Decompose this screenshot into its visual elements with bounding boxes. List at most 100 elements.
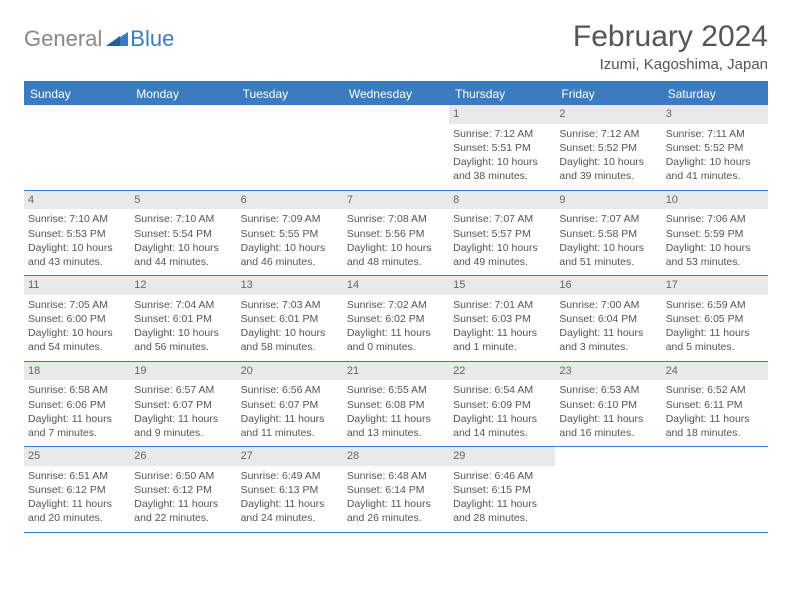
daylight-text: Daylight: 11 hours and 24 minutes. (241, 497, 339, 525)
day-number: 14 (343, 276, 449, 295)
day-number: 27 (237, 447, 343, 466)
daylight-text: Daylight: 10 hours and 39 minutes. (559, 155, 657, 183)
sunset-text: Sunset: 6:12 PM (134, 483, 232, 497)
day-number: 11 (24, 276, 130, 295)
day-cell (130, 105, 236, 190)
day-number: 29 (449, 447, 555, 466)
daylight-text: Daylight: 11 hours and 9 minutes. (134, 412, 232, 440)
daylight-text: Daylight: 11 hours and 5 minutes. (666, 326, 764, 354)
day-number: 22 (449, 362, 555, 381)
day-header-sun: Sunday (24, 83, 130, 105)
page-header: General Blue February 2024 Izumi, Kagosh… (24, 20, 768, 73)
sunrise-text: Sunrise: 7:07 AM (559, 212, 657, 226)
day-cell: 21Sunrise: 6:55 AMSunset: 6:08 PMDayligh… (343, 362, 449, 447)
sunrise-text: Sunrise: 6:46 AM (453, 469, 551, 483)
day-number: 20 (237, 362, 343, 381)
day-header-wed: Wednesday (343, 83, 449, 105)
sunrise-text: Sunrise: 7:12 AM (453, 127, 551, 141)
day-cell (24, 105, 130, 190)
day-number: 18 (24, 362, 130, 381)
day-number: 19 (130, 362, 236, 381)
sunrise-text: Sunrise: 7:06 AM (666, 212, 764, 226)
day-cell: 25Sunrise: 6:51 AMSunset: 6:12 PMDayligh… (24, 447, 130, 532)
sunset-text: Sunset: 5:51 PM (453, 141, 551, 155)
sunrise-text: Sunrise: 6:49 AM (241, 469, 339, 483)
sunset-text: Sunset: 5:53 PM (28, 227, 126, 241)
daylight-text: Daylight: 11 hours and 22 minutes. (134, 497, 232, 525)
day-header-row: Sunday Monday Tuesday Wednesday Thursday… (24, 83, 768, 105)
daylight-text: Daylight: 11 hours and 3 minutes. (559, 326, 657, 354)
day-cell: 15Sunrise: 7:01 AMSunset: 6:03 PMDayligh… (449, 276, 555, 361)
daylight-text: Daylight: 11 hours and 13 minutes. (347, 412, 445, 440)
daylight-text: Daylight: 10 hours and 58 minutes. (241, 326, 339, 354)
logo-text-general: General (24, 26, 102, 52)
daylight-text: Daylight: 10 hours and 44 minutes. (134, 241, 232, 269)
daylight-text: Daylight: 11 hours and 16 minutes. (559, 412, 657, 440)
day-cell: 8Sunrise: 7:07 AMSunset: 5:57 PMDaylight… (449, 191, 555, 276)
sunset-text: Sunset: 6:10 PM (559, 398, 657, 412)
sunset-text: Sunset: 6:12 PM (28, 483, 126, 497)
sunrise-text: Sunrise: 6:56 AM (241, 383, 339, 397)
day-number: 16 (555, 276, 661, 295)
sunrise-text: Sunrise: 6:58 AM (28, 383, 126, 397)
day-header-sat: Saturday (662, 83, 768, 105)
day-cell: 26 Sunrise: 6:50 AMSunset: 6:12 PMDayligh… (130, 447, 236, 532)
daylight-text: Daylight: 11 hours and 28 minutes. (453, 497, 551, 525)
sunrise-text: Sunrise: 6:55 AM (347, 383, 445, 397)
day-number: 15 (449, 276, 555, 295)
daylight-text: Daylight: 11 hours and 11 minutes. (241, 412, 339, 440)
day-number: 9 (555, 191, 661, 210)
daylight-text: Daylight: 10 hours and 43 minutes. (28, 241, 126, 269)
sunset-text: Sunset: 6:13 PM (241, 483, 339, 497)
day-cell: 10Sunrise: 7:06 AMSunset: 5:59 PMDayligh… (662, 191, 768, 276)
day-cell: 28Sunrise: 6:48 AMSunset: 6:14 PMDayligh… (343, 447, 449, 532)
sunset-text: Sunset: 6:07 PM (241, 398, 339, 412)
day-cell (237, 105, 343, 190)
sunset-text: Sunset: 6:15 PM (453, 483, 551, 497)
day-cell: 29 Sunrise: 6:46 AMSunset: 6:15 PMDayligh… (449, 447, 555, 532)
sunset-text: Sunset: 5:55 PM (241, 227, 339, 241)
day-cell: 4Sunrise: 7:10 AMSunset: 5:53 PMDaylight… (24, 191, 130, 276)
sunrise-text: Sunrise: 7:09 AM (241, 212, 339, 226)
day-cell: 22Sunrise: 6:54 AMSunset: 6:09 PMDayligh… (449, 362, 555, 447)
week-row: 25Sunrise: 6:51 AMSunset: 6:12 PMDayligh… (24, 447, 768, 533)
day-number: 3 (662, 105, 768, 124)
sunset-text: Sunset: 6:11 PM (666, 398, 764, 412)
sunset-text: Sunset: 6:02 PM (347, 312, 445, 326)
daylight-text: Daylight: 10 hours and 53 minutes. (666, 241, 764, 269)
daylight-text: Daylight: 10 hours and 56 minutes. (134, 326, 232, 354)
sunset-text: Sunset: 6:05 PM (666, 312, 764, 326)
sunset-text: Sunset: 5:52 PM (559, 141, 657, 155)
day-cell: 1Sunrise: 7:12 AMSunset: 5:51 PMDaylight… (449, 105, 555, 190)
day-cell: 18Sunrise: 6:58 AMSunset: 6:06 PMDayligh… (24, 362, 130, 447)
title-block: February 2024 Izumi, Kagoshima, Japan (573, 20, 768, 73)
daylight-text: Daylight: 10 hours and 54 minutes. (28, 326, 126, 354)
daylight-text: Daylight: 11 hours and 1 minute. (453, 326, 551, 354)
sunset-text: Sunset: 6:08 PM (347, 398, 445, 412)
logo: General Blue (24, 26, 174, 52)
day-number: 24 (662, 362, 768, 381)
sunset-text: Sunset: 6:09 PM (453, 398, 551, 412)
day-number: 8 (449, 191, 555, 210)
sunset-text: Sunset: 5:57 PM (453, 227, 551, 241)
sunrise-text: Sunrise: 6:52 AM (666, 383, 764, 397)
daylight-text: Daylight: 10 hours and 38 minutes. (453, 155, 551, 183)
sunset-text: Sunset: 6:07 PM (134, 398, 232, 412)
sunrise-text: Sunrise: 7:04 AM (134, 298, 232, 312)
sunrise-text: Sunrise: 6:50 AM (134, 469, 232, 483)
sunset-text: Sunset: 5:59 PM (666, 227, 764, 241)
day-number: 2 (555, 105, 661, 124)
day-number: 23 (555, 362, 661, 381)
sunrise-text: Sunrise: 7:03 AM (241, 298, 339, 312)
month-title: February 2024 (573, 20, 768, 54)
sunrise-text: Sunrise: 7:12 AM (559, 127, 657, 141)
sunrise-text: Sunrise: 7:08 AM (347, 212, 445, 226)
day-number: 26 (130, 447, 236, 466)
day-header-thu: Thursday (449, 83, 555, 105)
logo-text-blue: Blue (130, 26, 174, 52)
sunset-text: Sunset: 6:01 PM (134, 312, 232, 326)
day-number: 13 (237, 276, 343, 295)
day-header-mon: Monday (130, 83, 236, 105)
day-cell: 5Sunrise: 7:10 AMSunset: 5:54 PMDaylight… (130, 191, 236, 276)
calendar: Sunday Monday Tuesday Wednesday Thursday… (24, 81, 768, 533)
